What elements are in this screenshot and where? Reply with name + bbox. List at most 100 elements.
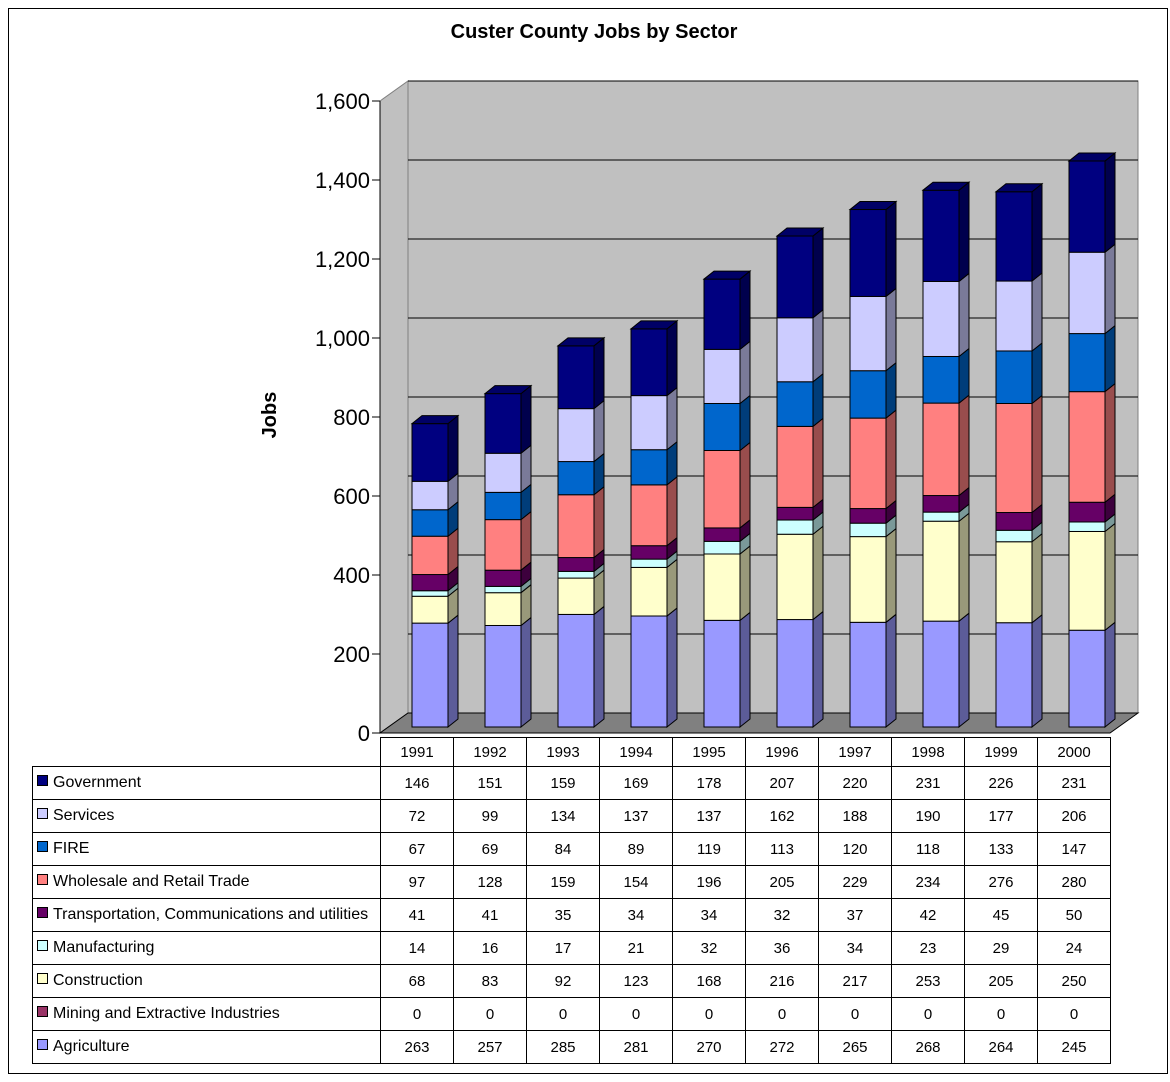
bar-side bbox=[739, 394, 751, 452]
table-value: 67 bbox=[380, 832, 454, 866]
table-value: 231 bbox=[1037, 766, 1111, 800]
bar-segment bbox=[1068, 333, 1106, 393]
bar-segment bbox=[776, 533, 814, 621]
bar-side bbox=[520, 384, 532, 455]
bar-segment bbox=[922, 355, 960, 404]
legend-entry: Services bbox=[32, 799, 381, 833]
table-header-row: 1991 1992 1993 1994 1995 1996 1997 1998 1999 2000 bbox=[33, 737, 1111, 767]
bar-segment bbox=[557, 577, 595, 615]
table-value: 281 bbox=[599, 1030, 673, 1064]
table-value: 226 bbox=[964, 766, 1038, 800]
bar-top bbox=[483, 385, 533, 395]
table-row: Agriculture 263 257 285 281 270 272 265 268 264 24… bbox=[32, 1030, 1111, 1064]
table-value: 133 bbox=[964, 832, 1038, 866]
table-value: 42 bbox=[891, 898, 965, 932]
bar-side bbox=[885, 527, 897, 624]
bar-segment bbox=[411, 480, 449, 511]
bar-segment bbox=[922, 520, 960, 622]
bar-side bbox=[1104, 243, 1116, 335]
bar-side bbox=[1104, 621, 1116, 729]
table-value: 0 bbox=[526, 997, 600, 1031]
legend-label: Manufacturing bbox=[53, 939, 155, 956]
legend-key bbox=[37, 1006, 48, 1017]
bar-segment bbox=[703, 540, 741, 555]
bar-segment bbox=[484, 569, 522, 587]
bar-side bbox=[812, 417, 824, 509]
table-value: 41 bbox=[453, 898, 527, 932]
table-value: 0 bbox=[1037, 997, 1111, 1031]
bar-segment bbox=[557, 570, 595, 579]
bar-segment bbox=[703, 278, 741, 350]
bar-segment bbox=[995, 191, 1033, 282]
table-row: Construction 68 83 92 123 168 216 217 253 205 250 bbox=[32, 964, 1111, 998]
bar-side bbox=[666, 606, 678, 729]
table-value: 41 bbox=[380, 898, 454, 932]
table-value: 272 bbox=[745, 1030, 819, 1064]
bar-segment bbox=[1068, 391, 1106, 503]
bar-segment bbox=[776, 235, 814, 319]
table-value: 196 bbox=[672, 865, 746, 899]
bar-side bbox=[1104, 382, 1116, 504]
bar-segment bbox=[630, 328, 668, 397]
bar-side bbox=[739, 441, 751, 529]
table-value: 123 bbox=[599, 964, 673, 998]
bar-side bbox=[666, 475, 678, 547]
legend-key bbox=[37, 775, 48, 786]
table-value: 0 bbox=[964, 997, 1038, 1031]
legend-entry: Wholesale and Retail Trade bbox=[32, 865, 381, 899]
table-value: 0 bbox=[380, 997, 454, 1031]
table-value: 113 bbox=[745, 832, 819, 866]
legend-entry: FIRE bbox=[32, 832, 381, 866]
bar-segment bbox=[484, 519, 522, 571]
table-value: 264 bbox=[964, 1030, 1038, 1064]
x-tick-label: 1998 bbox=[891, 737, 965, 767]
table-value: 245 bbox=[1037, 1030, 1111, 1064]
bar-top bbox=[1067, 152, 1117, 162]
legend-entry: Government bbox=[32, 766, 381, 800]
table-value: 168 bbox=[672, 964, 746, 998]
table-value: 0 bbox=[745, 997, 819, 1031]
table-value: 280 bbox=[1037, 865, 1111, 899]
table-value: 120 bbox=[818, 832, 892, 866]
table-value: 34 bbox=[599, 898, 673, 932]
table-value: 0 bbox=[891, 997, 965, 1031]
bar-segment bbox=[703, 619, 741, 728]
table-value: 137 bbox=[672, 799, 746, 833]
table-value: 268 bbox=[891, 1030, 965, 1064]
table-value: 169 bbox=[599, 766, 673, 800]
table-value: 263 bbox=[380, 1030, 454, 1064]
bar-side bbox=[885, 361, 897, 420]
bar-side bbox=[447, 614, 459, 729]
bar-top bbox=[775, 227, 825, 237]
bar-segment bbox=[849, 370, 887, 419]
table-value: 37 bbox=[818, 898, 892, 932]
table-value: 229 bbox=[818, 865, 892, 899]
y-tick-label: 400 bbox=[333, 563, 370, 588]
bar-segment bbox=[776, 619, 814, 728]
legend-key bbox=[37, 940, 48, 951]
y-tick-label: 1,200 bbox=[315, 247, 370, 272]
bar-side bbox=[1104, 324, 1116, 393]
bar-side bbox=[885, 613, 897, 729]
bar-side bbox=[958, 347, 970, 405]
bar-segment bbox=[484, 592, 522, 626]
bar-segment bbox=[1068, 160, 1106, 253]
bar-side bbox=[593, 485, 605, 559]
table-value: 32 bbox=[672, 931, 746, 965]
bar-segment bbox=[995, 622, 1033, 728]
table-value: 68 bbox=[380, 964, 454, 998]
bar-segment bbox=[922, 511, 960, 522]
bar-segment bbox=[411, 423, 449, 482]
table-value: 92 bbox=[526, 964, 600, 998]
table-value: 151 bbox=[453, 766, 527, 800]
y-axis-label: Jobs bbox=[259, 392, 281, 439]
bar-segment bbox=[411, 535, 449, 576]
bar-segment bbox=[630, 615, 668, 728]
legend-entry: Agriculture bbox=[32, 1030, 381, 1064]
bar-segment bbox=[776, 506, 814, 521]
table-value: 137 bbox=[599, 799, 673, 833]
y-tick-label: 1,600 bbox=[315, 89, 370, 114]
bar-side bbox=[593, 336, 605, 410]
bar-segment bbox=[849, 621, 887, 728]
